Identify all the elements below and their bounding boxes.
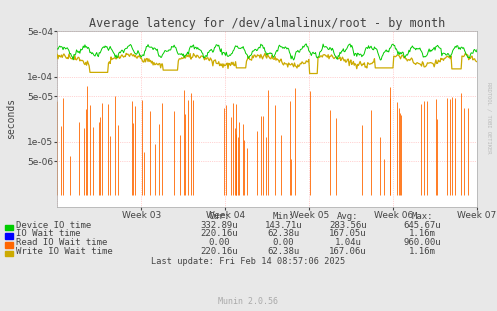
Text: RRDTOOL / TOBI OETIKER: RRDTOOL / TOBI OETIKER (486, 82, 491, 154)
Text: 332.89u: 332.89u (200, 221, 238, 230)
Text: IO Wait time: IO Wait time (16, 229, 81, 238)
Text: Avg:: Avg: (337, 212, 359, 221)
Text: Write IO Wait time: Write IO Wait time (16, 247, 113, 256)
Text: Read IO Wait time: Read IO Wait time (16, 238, 107, 247)
Text: Cur:: Cur: (208, 212, 230, 221)
Text: seconds: seconds (6, 98, 16, 139)
Text: 62.38u: 62.38u (267, 229, 299, 238)
Text: 1.16m: 1.16m (409, 247, 436, 256)
Text: 0.00: 0.00 (272, 238, 294, 247)
Text: 220.16u: 220.16u (200, 229, 238, 238)
Title: Average latency for /dev/almalinux/root - by month: Average latency for /dev/almalinux/root … (89, 17, 445, 30)
Text: 0.00: 0.00 (208, 238, 230, 247)
Text: 1.04u: 1.04u (334, 238, 361, 247)
Text: Min:: Min: (272, 212, 294, 221)
Text: 1.16m: 1.16m (409, 229, 436, 238)
Text: Munin 2.0.56: Munin 2.0.56 (219, 297, 278, 306)
Text: 645.67u: 645.67u (404, 221, 441, 230)
Text: 220.16u: 220.16u (200, 247, 238, 256)
Text: 167.05u: 167.05u (329, 229, 367, 238)
Text: 143.71u: 143.71u (264, 221, 302, 230)
Text: 62.38u: 62.38u (267, 247, 299, 256)
Text: 960.00u: 960.00u (404, 238, 441, 247)
Text: Device IO time: Device IO time (16, 221, 91, 230)
Text: 283.56u: 283.56u (329, 221, 367, 230)
Text: Max:: Max: (412, 212, 433, 221)
Text: 167.06u: 167.06u (329, 247, 367, 256)
Text: Last update: Fri Feb 14 08:57:06 2025: Last update: Fri Feb 14 08:57:06 2025 (152, 257, 345, 266)
